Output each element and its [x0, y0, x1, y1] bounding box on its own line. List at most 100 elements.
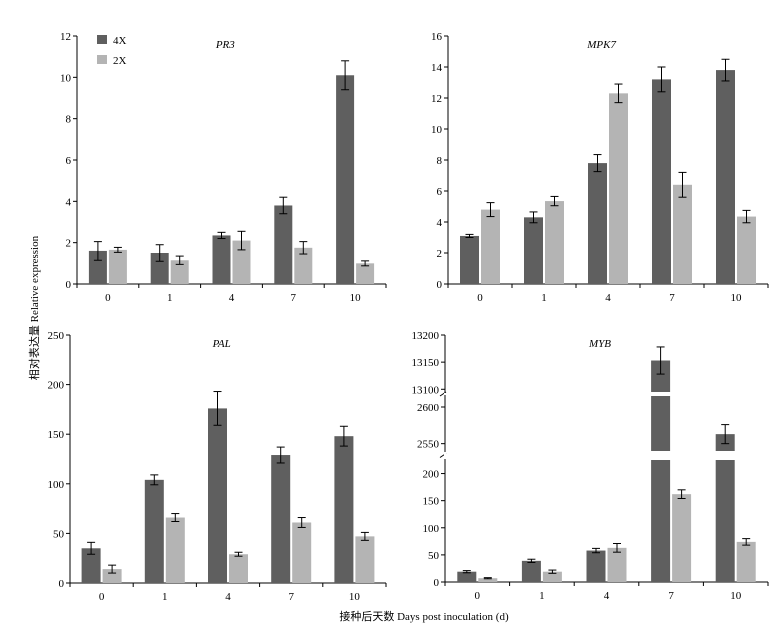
legend-swatch-4x [97, 35, 107, 44]
bar-2x-day-0 [478, 578, 498, 582]
bar-2x-day-7 [292, 522, 312, 583]
y-tick-label: 250 [48, 330, 65, 342]
y-tick-label: 16 [431, 31, 443, 43]
x-tick-label: 1 [541, 292, 547, 304]
y-tick-label: 50 [53, 528, 65, 540]
x-tick-label: 7 [291, 292, 297, 304]
panel-title-pal: PAL [212, 338, 231, 350]
bar-2x-day-10 [356, 263, 375, 284]
y-tick-label: 13200 [412, 330, 440, 342]
bar-4x-day-7 [651, 460, 671, 582]
bar-4x-day-0 [88, 250, 107, 284]
panel-pr3: 0 2 4 6 8 10 12 0 1 4 7 10 PR3 [60, 31, 387, 304]
bar-2x-day-7 [294, 247, 313, 284]
y-tick-label: 12 [431, 93, 442, 105]
y-tick-label: 8 [66, 114, 72, 126]
y-tick-label: 6 [66, 155, 72, 167]
x-tick-label: 0 [477, 292, 483, 304]
y-tick-label: 150 [48, 429, 65, 441]
y-tick-label: 4 [437, 217, 443, 229]
y-tick-label: 150 [423, 496, 440, 508]
x-tick-label: 10 [350, 292, 362, 304]
y-tick-label: 200 [48, 380, 65, 392]
bar-2x-day-0 [102, 569, 122, 583]
y-tick-label: 13100 [412, 384, 440, 396]
y-tick-label: 100 [423, 523, 440, 535]
bar-2x-day-1 [165, 517, 185, 583]
bar-4x-day-0 [460, 235, 479, 284]
bar-4x-day-0 [81, 548, 101, 583]
x-tick-label: 10 [731, 292, 743, 304]
y-tick-label: 13150 [412, 357, 440, 369]
y-tick-label: 6 [437, 186, 443, 198]
x-tick-label: 0 [475, 590, 481, 602]
bar-4x-day-7 [651, 360, 671, 392]
y-tick-label: 200 [423, 469, 440, 481]
bar-4x-day-10 [716, 70, 735, 284]
y-tick-label: 10 [60, 72, 72, 84]
bar-2x-day-0 [481, 209, 500, 284]
x-tick-label: 1 [539, 590, 545, 602]
y-tick-label: 0 [59, 578, 65, 590]
bar-4x-day-10 [715, 460, 735, 582]
x-tick-label: 7 [288, 591, 294, 603]
bar-2x-day-10 [355, 536, 375, 583]
legend-label-4x: 4X [113, 35, 127, 47]
bar-4x-day-1 [150, 253, 169, 284]
x-tick-label: 0 [99, 591, 105, 603]
axis-break-gap [444, 393, 446, 395]
y-tick-label: 0 [434, 577, 440, 589]
y-tick-label: 14 [431, 62, 443, 74]
panel-title-mpk7: MPK7 [586, 39, 616, 51]
bar-2x-day-4 [232, 240, 251, 284]
y-tick-label: 12 [60, 31, 71, 43]
bar-4x-day-1 [144, 479, 164, 583]
y-tick-label: 0 [66, 279, 72, 291]
legend: 4X 2X [97, 35, 127, 67]
bar-4x-day-4 [212, 235, 231, 284]
bar-4x-day-1 [521, 560, 541, 582]
bar-2x-day-7 [673, 184, 692, 284]
bar-2x-day-1 [542, 571, 562, 582]
x-tick-label: 4 [225, 591, 231, 603]
bar-2x-day-10 [737, 216, 756, 284]
bar-4x-day-10 [336, 75, 355, 285]
bar-2x-day-4 [607, 547, 627, 582]
axis-break-gap [444, 452, 446, 459]
bar-4x-day-4 [588, 163, 607, 284]
panel-myb: 0 50 100 150 200 2550 2600 13100 13150 13200 0 1 4 7 1… [412, 330, 769, 602]
x-tick-label: 7 [669, 292, 675, 304]
y-tick-label: 4 [66, 196, 72, 208]
legend-swatch-2x [97, 55, 107, 64]
y-tick-label: 2 [437, 248, 443, 260]
bar-4x-day-4 [208, 408, 227, 583]
bar-4x-day-7 [651, 396, 671, 451]
bar-2x-day-1 [170, 260, 189, 284]
y-tick-label: 2600 [417, 402, 440, 414]
x-tick-label: 4 [605, 292, 611, 304]
x-tick-label: 1 [167, 292, 173, 304]
x-tick-label: 4 [604, 590, 610, 602]
y-tick-label: 0 [437, 279, 443, 291]
x-tick-label: 1 [162, 591, 168, 603]
bar-2x-day-4 [609, 93, 628, 284]
legend-label-2x: 2X [113, 55, 127, 67]
axis-break-mark [439, 391, 447, 397]
y-tick-label: 2 [66, 238, 72, 250]
y-tick-label: 8 [437, 155, 443, 167]
panel-pal: 0 50 100 150 200 250 0 1 4 7 10 PAL [48, 330, 387, 603]
bar-2x-day-1 [545, 201, 564, 284]
bar-2x-day-7 [672, 494, 692, 582]
panel-title-myb: MYB [588, 338, 611, 350]
x-tick-label: 10 [349, 591, 361, 603]
bar-4x-day-7 [271, 455, 291, 583]
y-axis-title: 相对表达量 Relative expression [27, 235, 41, 380]
bar-2x-day-0 [108, 249, 127, 284]
y-tick-label: 2550 [417, 439, 440, 451]
bar-4x-day-7 [652, 79, 671, 285]
x-tick-label: 0 [105, 292, 111, 304]
bar-4x-day-0 [457, 571, 477, 582]
